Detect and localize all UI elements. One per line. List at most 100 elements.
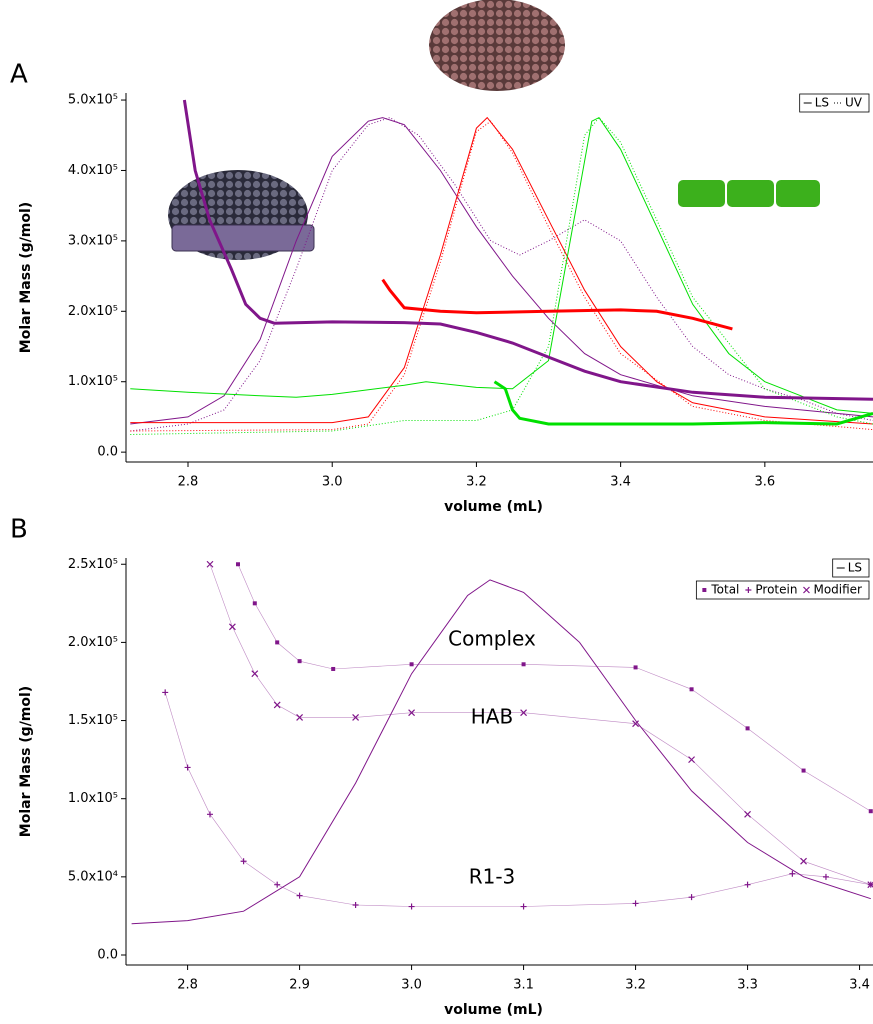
- data-point: [688, 756, 695, 764]
- y-tick-label: 3.0x10⁵: [68, 233, 118, 248]
- data-point: [744, 881, 751, 888]
- data-point: [520, 709, 528, 717]
- y-tick-label: 1.5x10⁵: [68, 713, 118, 728]
- data-point: [297, 659, 302, 664]
- series-line: [130, 116, 873, 414]
- x-tick-label: 3.6: [754, 475, 775, 490]
- x-tick-label: 2.9: [289, 978, 310, 993]
- plot-area: [130, 99, 873, 435]
- panel-label: A: [10, 60, 28, 90]
- legend: LS: [832, 558, 870, 578]
- x-tick-label: 3.4: [610, 475, 631, 490]
- data-point: [296, 892, 303, 899]
- x-tick-label: 3.2: [625, 978, 646, 993]
- x-tick-label: 3.0: [401, 978, 422, 993]
- legend-label: Total: [710, 583, 739, 597]
- y-tick-label: 1.0x10⁵: [68, 791, 118, 806]
- x-tick-label: 3.2: [466, 475, 487, 490]
- annotation: Complex: [448, 627, 536, 651]
- legend-box: [695, 580, 870, 600]
- series-line: [493, 380, 873, 426]
- data-point: [868, 809, 873, 814]
- y-tick-label: 2.0x10⁵: [68, 635, 118, 650]
- annotation: R1-3: [469, 865, 516, 889]
- series-trace: [164, 692, 871, 907]
- series-line: [130, 116, 873, 435]
- data-point: [162, 689, 169, 696]
- annotation: HAB: [471, 705, 513, 729]
- series-line: [381, 278, 733, 331]
- data-point: [235, 562, 240, 567]
- data-point: [409, 662, 414, 667]
- legend-swatch: [745, 587, 752, 593]
- data-point: [632, 900, 639, 907]
- y-axis-title: Molar Mass (g/mol): [18, 686, 34, 837]
- series-trace: [209, 564, 871, 885]
- hab-illustration: [168, 170, 315, 260]
- legend-label: LS: [848, 561, 862, 575]
- data-point: [240, 858, 247, 865]
- complex-illustration: [429, 0, 565, 91]
- r1-3-illustration: [678, 180, 820, 207]
- x-tick-label: 3.1: [513, 978, 534, 993]
- y-tick-label: 2.5x10⁵: [68, 557, 118, 572]
- legend: LS UV: [799, 93, 870, 113]
- data-point: [206, 811, 213, 818]
- data-point: [296, 713, 304, 721]
- legend-label: LS: [815, 96, 829, 110]
- series-trace: [237, 564, 871, 812]
- series-line: [131, 579, 871, 925]
- x-tick-label: 3.4: [849, 978, 870, 993]
- data-point: [408, 709, 416, 717]
- data-point: [745, 726, 750, 731]
- legend-label: Protein: [755, 583, 797, 597]
- legend-swatch: [803, 586, 810, 594]
- series-line: [130, 117, 873, 432]
- y-tick-label: 4.0x10⁵: [68, 163, 118, 178]
- x-tick-label: 2.8: [178, 475, 199, 490]
- series-line: [182, 99, 873, 401]
- y-tick-label: 1.0x10⁵: [68, 374, 118, 389]
- panel-label: B: [10, 515, 28, 545]
- legend-swatch: [702, 588, 707, 592]
- x-axis-title: volume (mL): [444, 499, 543, 515]
- data-point: [352, 713, 360, 721]
- data-point: [206, 560, 214, 568]
- series-line: [130, 120, 873, 432]
- data-point: [331, 666, 336, 671]
- data-point: [352, 901, 359, 908]
- data-point: [789, 870, 796, 877]
- series-line: [130, 117, 873, 425]
- data-point: [184, 764, 191, 771]
- y-axis-title: Molar Mass (g/mol): [18, 202, 34, 353]
- data-point: [274, 881, 281, 888]
- y-tick-label: 2.0x10⁵: [68, 304, 118, 319]
- legend-label: Modifier: [813, 583, 862, 597]
- data-point: [251, 670, 259, 678]
- data-point: [633, 665, 638, 670]
- data-point: [521, 662, 526, 667]
- data-point: [408, 903, 415, 910]
- data-point: [632, 720, 639, 728]
- x-axis-title: volume (mL): [444, 1002, 543, 1018]
- data-point: [520, 903, 527, 910]
- y-tick-label: 5.0x10⁴: [68, 869, 118, 884]
- plot-area: [131, 560, 873, 925]
- data-point: [275, 640, 280, 645]
- data-point: [744, 810, 751, 818]
- y-tick-label: 0.0: [97, 445, 118, 460]
- data-point: [228, 623, 236, 631]
- legend: Total Protein Modifier: [695, 580, 870, 600]
- x-tick-label: 2.8: [177, 978, 198, 993]
- legend-label: UV: [845, 96, 863, 110]
- y-tick-label: 0.0: [97, 947, 118, 962]
- x-tick-label: 3.0: [322, 475, 343, 490]
- data-point: [800, 857, 807, 865]
- data-point: [273, 701, 281, 709]
- data-point: [689, 687, 694, 692]
- x-tick-label: 3.3: [737, 978, 758, 993]
- y-tick-label: 5.0x10⁵: [68, 93, 118, 108]
- legend-box: [832, 558, 870, 578]
- series-line: [130, 116, 873, 425]
